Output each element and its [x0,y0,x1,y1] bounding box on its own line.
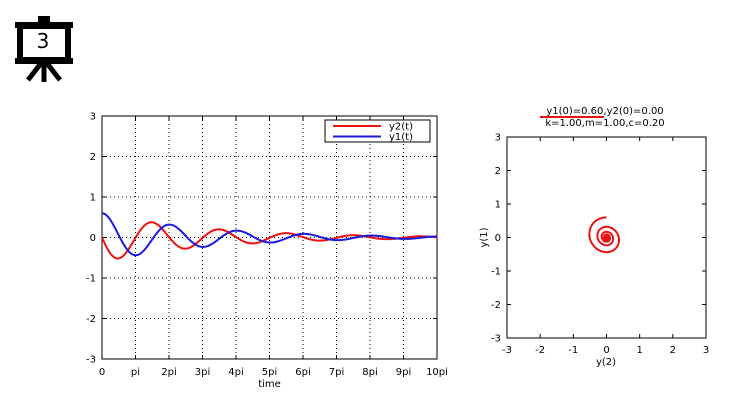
legend-box [324,119,431,143]
tick-marks: 0 pi 2pi 3pi 4pi 5pi 6pi 7pi 8pi 9pi 10pi -3 -2 -1 0 1 2… [86,112,448,379]
y-tick-label: 0 [90,233,96,244]
x-tick-label: 6pi [295,367,311,378]
x-tick-label: 2 [670,345,676,356]
phase-trajectory-line [588,216,621,254]
x-tick-label: 4pi [228,367,244,378]
series-line-y1 [101,212,438,257]
series-lines [101,212,438,260]
y-tick-label: -1 [86,274,96,285]
x-tick-label: 10pi [426,367,448,378]
x-tick-label: 9pi [396,367,412,378]
y-tick-label: 3 [495,133,501,144]
x-axis-label: y(2) [596,357,616,368]
x-tick-label: 0 [603,345,609,356]
y-tick-label: 3 [90,112,96,123]
x-tick-label: -2 [535,345,545,356]
y-tick-label: 1 [495,200,501,211]
x-tick-label: 0 [99,367,105,378]
grid-lines [102,116,437,359]
y-tick-label: 0 [495,233,501,244]
time-series-chart: 0 pi 2pi 3pi 4pi 5pi 6pi 7pi 8pi 9pi 10pi -3 -2 -1 0 1 2… [86,112,448,391]
y-axis-label: y(1) [479,227,490,247]
x-axis-label: time [258,379,281,390]
tick-marks: -3 -2 -1 0 1 2 3 -3 -2 -1 0 1 2 3 [491,133,709,357]
legend: y2(t) y1(t) [324,119,431,143]
x-tick-label: -1 [568,345,578,356]
y-tick-label: -1 [491,267,501,278]
slide-number: 3 [36,29,50,53]
chart-title: y1(0)=0.60,y2(0)=0.00 [546,106,663,117]
x-tick-label: 3pi [195,367,211,378]
x-tick-label: 8pi [362,367,378,378]
y-tick-label: -2 [491,300,501,311]
x-tick-label: pi [131,367,140,378]
legend-label-y2: y2(t) [389,122,413,133]
x-tick-label: -3 [502,345,512,356]
y-tick-label: -2 [86,314,96,325]
x-tick-label: 3 [703,345,709,356]
y-tick-label: 2 [90,152,96,163]
y-tick-label: -3 [491,334,501,345]
legend-label-y1: y1(t) [389,132,413,143]
y-tick-label: 1 [90,193,96,204]
chart-subtitle: k=1.00,m=1.00,c=0.20 [545,118,664,129]
x-tick-label: 7pi [329,367,345,378]
presentation-board-icon [15,16,73,82]
series-line-y2 [101,221,438,260]
x-tick-label: 1 [636,345,642,356]
y-tick-label: 2 [495,166,501,177]
y-tick-label: -3 [86,355,96,366]
trajectory [588,216,621,254]
phase-plane-chart: y1(0)=0.60,y2(0)=0.00 k=1.00,m=1.00,c=0.… [479,106,709,368]
x-tick-label: 2pi [161,367,177,378]
x-tick-label: 5pi [262,367,278,378]
